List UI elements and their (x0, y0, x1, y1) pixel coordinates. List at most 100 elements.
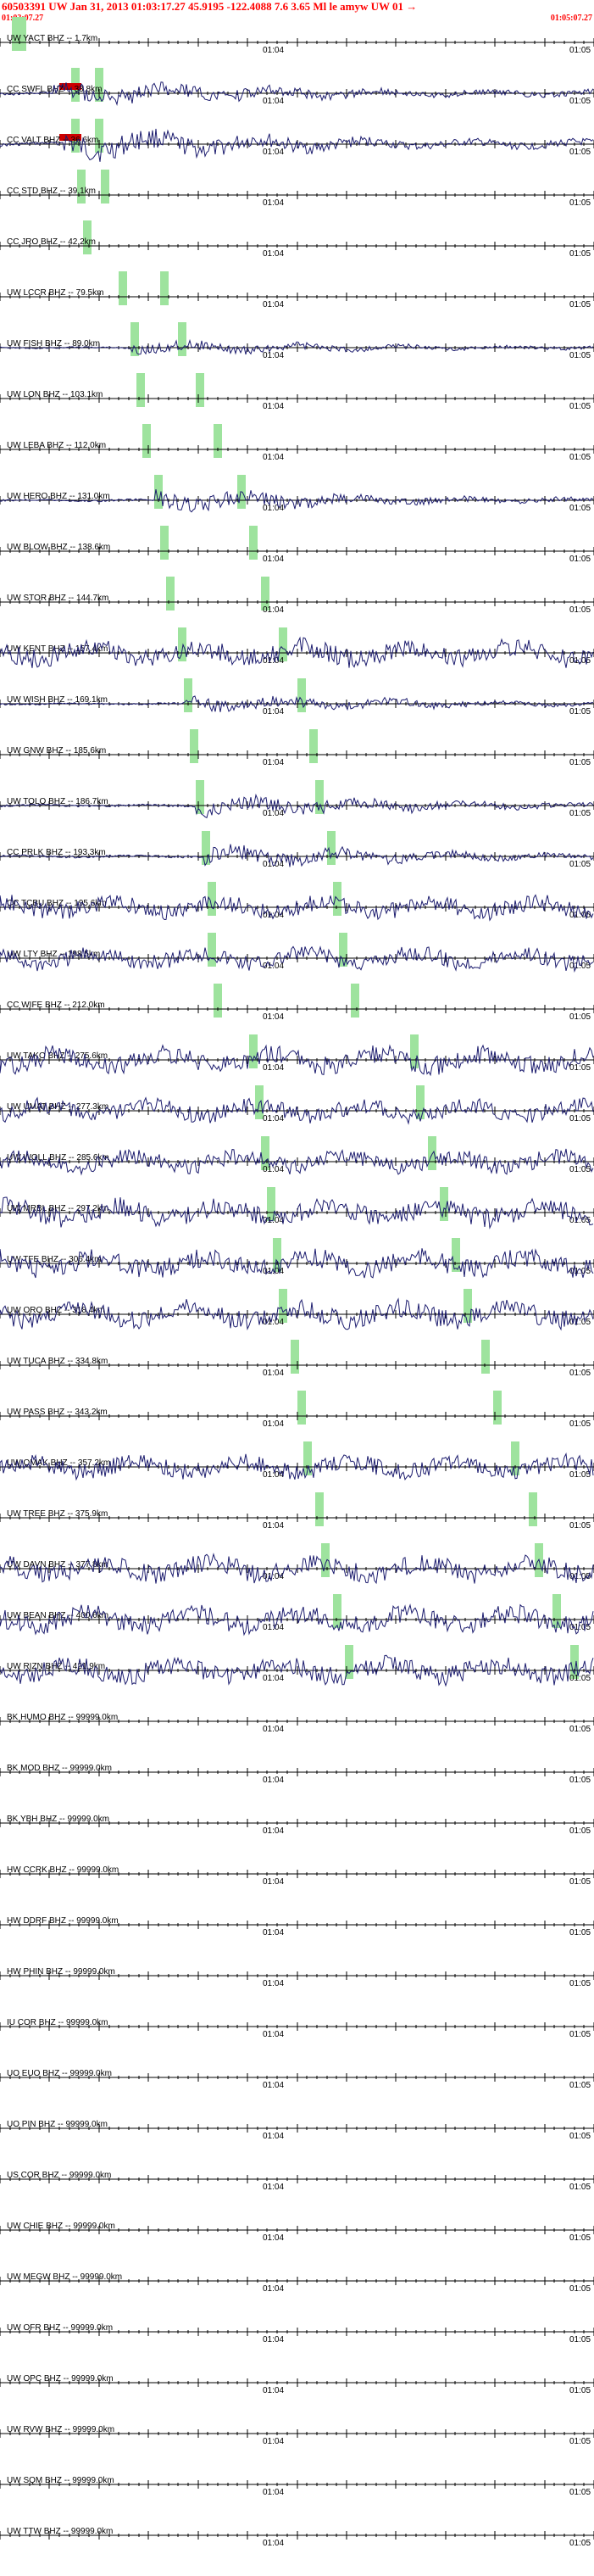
station-label: UW HERO BHZ -- 131.0km (7, 492, 110, 501)
tick-label: 01:05 (569, 249, 591, 259)
time-ticks (0, 191, 594, 199)
station-label: UW DAVN BHZ -- 377.8km (7, 1560, 108, 1570)
station-row: CC PRLK BHZ -- 193.3km 01:04 01:05 (0, 844, 594, 869)
pick-marker (214, 984, 222, 1018)
pick-marker (552, 1594, 561, 1628)
pick-marker (196, 373, 204, 407)
time-ticks (0, 293, 594, 301)
station-label: UW TOLO BHZ -- 186.7km (7, 797, 108, 806)
station-label: HW DDRF BHZ -- 99999.0km (7, 1916, 119, 1926)
tick-label: 01:04 (263, 1877, 284, 1887)
p-pick-flag (59, 134, 81, 141)
pick-marker (261, 577, 269, 611)
pick-marker (249, 1034, 258, 1068)
pick-marker (464, 1289, 472, 1323)
station-label: BK YBH BHZ -- 99999.0km (7, 1815, 109, 1824)
pick-marker (529, 1492, 537, 1526)
tick-label: 01:05 (569, 962, 591, 971)
tick-label: 01:05 (569, 453, 591, 462)
time-ticks (0, 1666, 594, 1675)
station-label: UW RIZN BHZ -- 421.9km (7, 1662, 105, 1671)
tick-label: 01:05 (569, 1318, 591, 1327)
time-ticks (0, 750, 594, 759)
tick-label: 01:04 (263, 2437, 284, 2446)
tick-label: 01:04 (263, 198, 284, 208)
station-label: CC VALT BHZ -- 36.6km (7, 136, 98, 145)
station-row: UW OFR BHZ -- 99999.0km 01:04 01:05 (0, 2323, 594, 2345)
waveform-trace (0, 1044, 594, 1077)
pick-marker (416, 1085, 425, 1119)
pick-marker (279, 1289, 287, 1323)
station-label: UW LEBA BHZ -- 112.0km (7, 441, 106, 450)
tick-label: 01:04 (263, 860, 284, 869)
station-row: UW LEBA BHZ -- 112.0km 01:04 01:05 (0, 441, 594, 462)
tick-label: 01:05 (569, 1725, 591, 1734)
time-ticks (0, 1921, 594, 1929)
tick-label: 01:05 (569, 402, 591, 411)
station-row: UW OPC BHZ -- 99999.0km 01:04 01:05 (0, 2374, 594, 2395)
waveform-trace (0, 1096, 594, 1125)
pick-marker (315, 780, 324, 814)
station-row: UW TTW BHZ -- 99999.0km 01:04 01:05 (0, 2527, 594, 2548)
station-row: UW CHIE BHZ -- 99999.0km 01:04 01:05 (0, 2222, 594, 2243)
station-label: UW GNW BHZ -- 185.6km (7, 746, 106, 756)
tick-label: 01:05 (569, 1369, 591, 1378)
tick-label: 01:05 (569, 148, 591, 157)
station-row: UW GNW BHZ -- 185.6km 01:04 01:05 (0, 746, 594, 767)
pick-marker (12, 17, 20, 51)
station-row: US COR BHZ -- 99999.0km 01:04 01:05 (0, 2171, 594, 2192)
time-ticks (0, 1971, 594, 1980)
time-ticks (0, 1005, 594, 1013)
station-label: BK HUMO BHZ -- 99999.0km (7, 1713, 118, 1722)
station-label: BK MOD BHZ -- 99999.0km (7, 1764, 112, 1773)
tick-label: 01:04 (263, 1470, 284, 1480)
station-row: UW BLOW BHZ -- 138.6km 01:04 01:05 (0, 543, 594, 564)
pick-marker (570, 1645, 579, 1679)
pick-marker (279, 627, 287, 661)
tick-label: 01:04 (263, 2335, 284, 2345)
time-ticks (0, 1056, 594, 1064)
time-ticks (0, 2073, 594, 2082)
station-row: UW ORO BHZ -- 318.4km 01:04 01:05 (0, 1297, 594, 1331)
tick-label: 01:04 (263, 605, 284, 615)
waveform-trace (0, 81, 594, 107)
tick-label: 01:04 (263, 148, 284, 157)
station-row: UW LON BHZ -- 103.1km 01:04 01:05 (0, 390, 594, 411)
tick-label: 01:04 (263, 555, 284, 564)
event-title: 60503391 UW Jan 31, 2013 01:03:17.27 45.… (2, 0, 417, 13)
tick-label: 01:04 (263, 402, 284, 411)
time-ticks (0, 1615, 594, 1624)
station-label: CC PRLK BHZ -- 193.3km (7, 848, 106, 857)
station-row: HW PHIN BHZ -- 99999.0km 01:04 01:05 (0, 1967, 594, 1988)
tick-label: 01:04 (263, 656, 284, 666)
tick-label: 01:04 (263, 1725, 284, 1734)
station-row: UW RVW BHZ -- 99999.0km 01:04 01:05 (0, 2425, 594, 2446)
pick-marker (309, 729, 318, 763)
pick-marker (315, 1492, 324, 1526)
station-row: UW FISH BHZ -- 89.0km 01:04 01:05 (0, 338, 594, 360)
station-row: UW WOLL BHZ -- 285.6km 01:04 01:05 (0, 1148, 594, 1176)
pick-marker (160, 526, 169, 560)
tick-label: 01:05 (569, 351, 591, 360)
pick-marker (303, 1441, 312, 1475)
time-ticks (0, 2328, 594, 2336)
station-label: HW CCRK BHZ -- 99999.0km (7, 1865, 119, 1875)
station-label: UW TTW BHZ -- 99999.0km (7, 2527, 113, 2536)
tick-label: 01:05 (569, 2539, 591, 2548)
tick-label: 01:04 (263, 2081, 284, 2090)
station-row: UO PIN BHZ -- 99999.0km 01:04 01:05 (0, 2120, 594, 2141)
tick-label: 01:04 (263, 300, 284, 309)
time-ticks (0, 394, 594, 403)
tick-label: 01:04 (263, 2183, 284, 2192)
tick-label: 01:04 (263, 809, 284, 818)
tick-label: 01:05 (569, 1623, 591, 1632)
station-row: UO EUO BHZ -- 99999.0km 01:04 01:05 (0, 2069, 594, 2090)
time-ticks (0, 1768, 594, 1776)
station-label: UW WISH BHZ -- 169.1km (7, 695, 108, 705)
station-label: UW OFR BHZ -- 99999.0km (7, 2323, 113, 2333)
tick-label: 01:05 (569, 1826, 591, 1836)
pick-marker (440, 1187, 448, 1221)
tick-label: 01:05 (569, 2437, 591, 2446)
pick-marker (291, 1340, 299, 1374)
tick-label: 01:05 (569, 1216, 591, 1225)
